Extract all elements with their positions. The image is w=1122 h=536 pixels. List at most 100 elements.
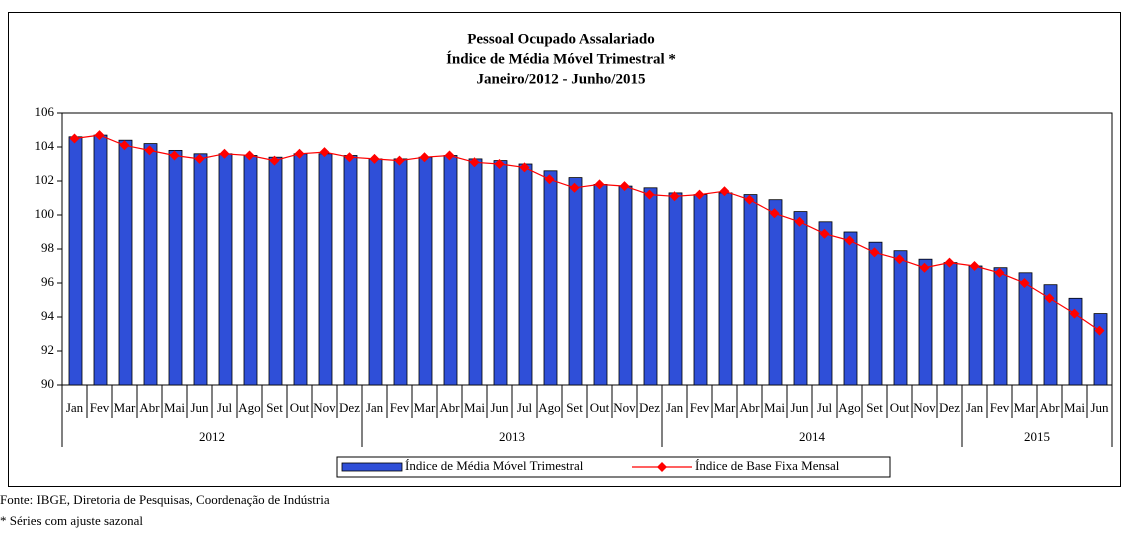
y-tick-label: 104 bbox=[35, 138, 55, 153]
bar bbox=[543, 170, 558, 386]
x-tick-label: Set bbox=[566, 400, 583, 415]
x-tick-label: Jun bbox=[190, 400, 209, 415]
bar bbox=[1043, 284, 1058, 386]
bar bbox=[468, 158, 483, 386]
x-tick-label: Jun bbox=[1090, 400, 1109, 415]
marker bbox=[544, 174, 555, 185]
x-tick-label: Dez bbox=[639, 400, 660, 415]
bar bbox=[293, 153, 308, 386]
marker bbox=[944, 257, 955, 268]
y-tick-label: 90 bbox=[41, 376, 54, 391]
x-tick-label: Set bbox=[866, 400, 883, 415]
y-tick-label: 94 bbox=[41, 308, 55, 323]
bar bbox=[818, 221, 833, 386]
bar bbox=[868, 241, 883, 386]
year-label: 2012 bbox=[199, 429, 225, 444]
x-tick-label: Dez bbox=[939, 400, 960, 415]
bar bbox=[743, 194, 758, 386]
bar bbox=[693, 194, 708, 386]
x-tick-label: Jul bbox=[217, 400, 233, 415]
marker bbox=[569, 182, 580, 193]
bar bbox=[568, 177, 583, 386]
marker bbox=[494, 159, 505, 169]
bar bbox=[843, 231, 858, 386]
marker bbox=[444, 150, 455, 161]
marker bbox=[719, 186, 730, 197]
x-tick-label: Mai bbox=[464, 400, 485, 415]
x-tick-label: Abr bbox=[139, 400, 160, 415]
y-tick-label: 102 bbox=[35, 172, 55, 187]
x-tick-label: Jun bbox=[490, 400, 509, 415]
marker bbox=[269, 155, 280, 166]
x-tick-label: Nov bbox=[313, 400, 336, 415]
marker bbox=[994, 267, 1005, 278]
marker bbox=[894, 254, 905, 265]
marker bbox=[619, 181, 630, 192]
bar bbox=[93, 134, 108, 386]
legend-swatch bbox=[341, 462, 403, 472]
bar bbox=[668, 192, 683, 386]
marker bbox=[369, 153, 380, 164]
bar bbox=[993, 267, 1008, 386]
chart-frame bbox=[8, 12, 1121, 487]
marker bbox=[294, 148, 305, 159]
bar bbox=[268, 156, 283, 386]
x-tick-label: Nov bbox=[613, 400, 636, 415]
bar bbox=[968, 265, 983, 386]
marker bbox=[1094, 325, 1105, 336]
source-note: Fonte: IBGE, Diretoria de Pesquisas, Coo… bbox=[0, 492, 330, 507]
x-tick-label: Ago bbox=[838, 400, 860, 415]
bar bbox=[368, 158, 383, 386]
bar bbox=[1068, 297, 1083, 386]
x-tick-label: Out bbox=[290, 400, 310, 415]
x-tick-label: Ago bbox=[538, 400, 560, 415]
x-tick-label: Mar bbox=[414, 400, 436, 415]
marker bbox=[344, 152, 355, 163]
bar bbox=[243, 155, 258, 386]
x-tick-label: Fev bbox=[990, 400, 1010, 415]
bar bbox=[1018, 272, 1033, 386]
x-tick-label: Nov bbox=[913, 400, 936, 415]
chart-title: Janeiro/2012 - Junho/2015 bbox=[477, 71, 646, 87]
marker bbox=[144, 145, 155, 156]
bar bbox=[118, 139, 133, 386]
marker bbox=[869, 247, 880, 258]
marker bbox=[169, 150, 180, 161]
marker bbox=[794, 216, 805, 227]
bar bbox=[418, 156, 433, 386]
x-tick-label: Fev bbox=[390, 400, 410, 415]
legend-label: Índice de Base Fixa Mensal bbox=[695, 458, 840, 473]
y-tick-label: 100 bbox=[35, 206, 55, 221]
marker bbox=[769, 208, 780, 219]
bar bbox=[143, 143, 158, 386]
x-tick-label: Jan bbox=[66, 400, 84, 415]
x-tick-label: Fev bbox=[690, 400, 710, 415]
marker bbox=[519, 162, 530, 173]
bar bbox=[643, 187, 658, 386]
marker bbox=[69, 133, 80, 144]
marker bbox=[219, 148, 230, 159]
x-tick-label: Mar bbox=[114, 400, 136, 415]
x-tick-label: Jan bbox=[366, 400, 384, 415]
marker bbox=[119, 140, 130, 151]
x-tick-label: Jul bbox=[817, 400, 833, 415]
marker bbox=[1019, 278, 1030, 288]
bar bbox=[218, 153, 233, 386]
marker bbox=[469, 157, 480, 168]
year-label: 2014 bbox=[799, 429, 826, 444]
bar bbox=[768, 199, 783, 386]
marker bbox=[669, 191, 680, 202]
x-tick-label: Ago bbox=[238, 400, 260, 415]
marker bbox=[744, 194, 755, 205]
marker bbox=[194, 153, 205, 164]
marker bbox=[919, 262, 930, 273]
bar bbox=[893, 250, 908, 386]
x-tick-label: Abr bbox=[739, 400, 760, 415]
marker bbox=[319, 147, 330, 158]
y-tick-label: 92 bbox=[41, 342, 54, 357]
bar bbox=[443, 155, 458, 386]
x-tick-label: Set bbox=[266, 400, 283, 415]
x-tick-label: Out bbox=[890, 400, 910, 415]
legend-swatch bbox=[657, 462, 667, 472]
